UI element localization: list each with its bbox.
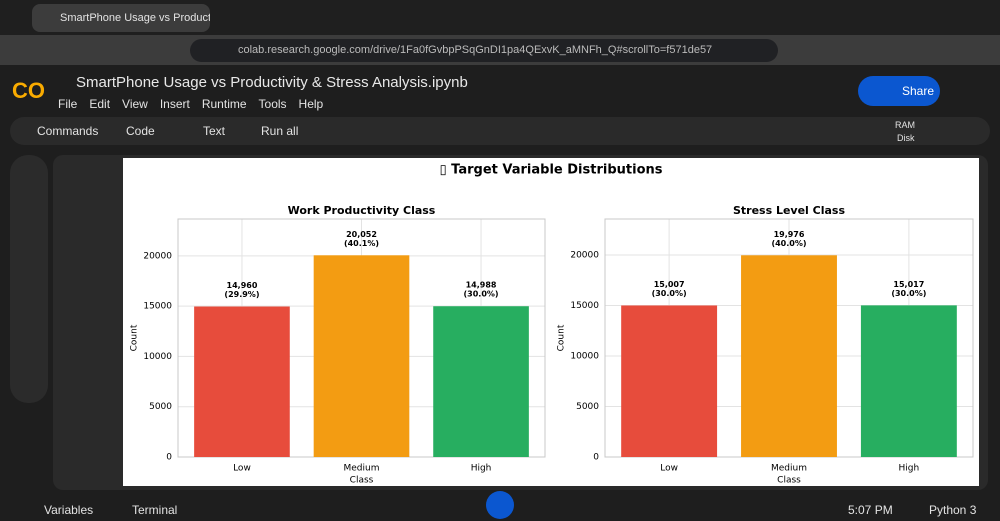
gemini-button[interactable] bbox=[486, 491, 514, 519]
x-axis-label: Class bbox=[350, 476, 374, 486]
value-label: 14,960 bbox=[227, 281, 258, 290]
bar bbox=[621, 305, 718, 457]
x-tick-label: Low bbox=[660, 464, 678, 474]
value-label: 15,017 bbox=[893, 280, 924, 289]
add-text[interactable]: Text bbox=[203, 124, 226, 138]
menu-item[interactable]: View bbox=[122, 97, 148, 111]
x-axis-label: Class bbox=[777, 476, 801, 486]
percent-label: (40.1%) bbox=[344, 239, 379, 248]
percent-label: (40.0%) bbox=[771, 239, 806, 248]
x-tick-label: Medium bbox=[771, 464, 807, 474]
value-label: 20,052 bbox=[346, 230, 377, 239]
menu-item[interactable]: Insert bbox=[159, 97, 190, 111]
x-tick-label: Medium bbox=[344, 464, 380, 474]
percent-label: (30.0%) bbox=[891, 289, 926, 298]
y-tick-label: 10000 bbox=[570, 352, 599, 362]
disk: Disk bbox=[897, 133, 915, 143]
chart-title: Work Productivity Class bbox=[288, 204, 436, 217]
y-tick-label: 15000 bbox=[570, 301, 599, 311]
value-label: 19,976 bbox=[774, 230, 805, 239]
runtime[interactable]: Python 3 bbox=[929, 503, 977, 517]
variables[interactable]: Variables bbox=[44, 503, 94, 517]
y-tick-label: 15000 bbox=[143, 302, 172, 312]
y-tick-label: 20000 bbox=[143, 251, 172, 261]
ram: RAM bbox=[895, 120, 915, 130]
value-label: 14,988 bbox=[466, 281, 497, 290]
bar bbox=[313, 255, 410, 457]
notebook-title[interactable]: SmartPhone Usage vs Productivity & Stres… bbox=[76, 74, 468, 91]
commands[interactable]: Commands bbox=[37, 124, 99, 138]
terminal[interactable]: Terminal bbox=[132, 503, 178, 517]
y-tick-label: 0 bbox=[166, 453, 172, 463]
percent-label: (30.0%) bbox=[652, 289, 687, 298]
y-tick-label: 0 bbox=[593, 453, 599, 463]
bar bbox=[194, 306, 290, 457]
menu: File Edit View Insert Runtime Tools Help bbox=[58, 97, 323, 111]
x-tick-label: High bbox=[471, 464, 492, 474]
menu-item[interactable]: Edit bbox=[89, 97, 111, 111]
bar bbox=[433, 306, 529, 457]
menu-item[interactable]: Runtime bbox=[201, 97, 247, 111]
time: 5:07 PM bbox=[848, 503, 893, 517]
chart-title: Stress Level Class bbox=[733, 204, 846, 217]
figure: ▯ Target Variable Distributions Work Pro… bbox=[123, 158, 979, 486]
x-tick-label: High bbox=[899, 464, 920, 474]
percent-label: (30.0%) bbox=[464, 290, 499, 299]
menu-item[interactable]: File bbox=[58, 97, 78, 111]
run-all[interactable]: Run all bbox=[261, 124, 299, 138]
share-button[interactable]: Share bbox=[858, 76, 940, 106]
browser-tab[interactable]: SmartPhone Usage vs Productiv bbox=[32, 4, 210, 32]
add-code[interactable]: Code bbox=[126, 124, 155, 138]
y-tick-label: 5000 bbox=[149, 402, 172, 412]
bar bbox=[860, 305, 957, 457]
url[interactable]: colab.research.google.com/drive/1Fa0fGvb… bbox=[190, 39, 778, 62]
y-tick-label: 10000 bbox=[143, 352, 172, 362]
y-axis-label: Count bbox=[557, 324, 567, 351]
y-axis-label: Count bbox=[130, 324, 140, 351]
figure-title: ▯ Target Variable Distributions bbox=[439, 163, 662, 178]
percent-label: (29.9%) bbox=[224, 290, 259, 299]
x-tick-label: Low bbox=[233, 464, 251, 474]
y-tick-label: 5000 bbox=[576, 402, 599, 412]
sidebar bbox=[10, 155, 48, 403]
value-label: 15,007 bbox=[654, 280, 685, 289]
menu-item[interactable]: Tools bbox=[258, 97, 287, 111]
y-tick-label: 20000 bbox=[570, 251, 599, 261]
logo[interactable]: CO bbox=[12, 78, 45, 103]
toolbar: Commands Code Text Run all RAM Disk bbox=[10, 117, 990, 145]
menu-item[interactable]: Help bbox=[298, 97, 324, 111]
bar bbox=[741, 255, 837, 457]
